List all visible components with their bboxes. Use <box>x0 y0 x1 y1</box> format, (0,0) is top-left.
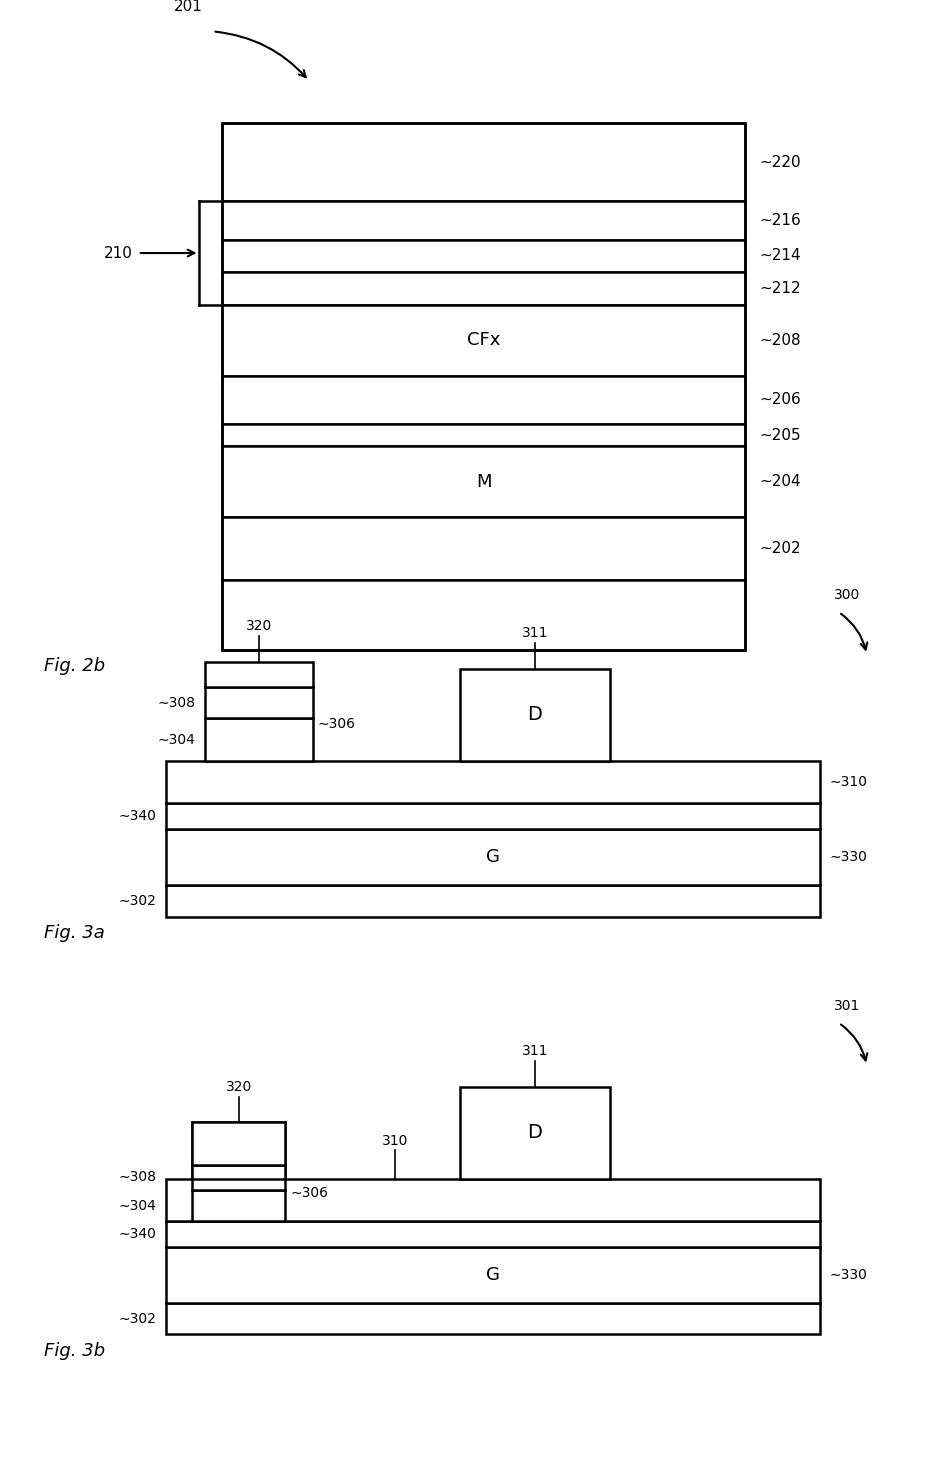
Bar <box>222 580 745 651</box>
Bar <box>166 1247 820 1303</box>
Bar <box>460 1086 610 1179</box>
Bar <box>222 517 745 580</box>
Bar <box>166 803 820 830</box>
Bar <box>205 661 313 688</box>
Text: ∼302: ∼302 <box>118 894 156 908</box>
Text: Fig. 3b: Fig. 3b <box>45 1342 105 1359</box>
Text: 320: 320 <box>246 620 272 633</box>
Bar <box>222 272 745 304</box>
Text: ∼310: ∼310 <box>829 775 866 790</box>
Text: ∼206: ∼206 <box>759 393 801 407</box>
Text: D: D <box>527 1123 542 1142</box>
Text: ∼216: ∼216 <box>759 213 801 227</box>
Bar <box>166 1221 820 1247</box>
Text: ∼205: ∼205 <box>759 428 800 443</box>
Text: ∼304: ∼304 <box>118 1199 156 1213</box>
Text: ∼208: ∼208 <box>759 332 800 348</box>
Text: D: D <box>527 706 542 725</box>
Bar <box>205 688 313 719</box>
Bar <box>222 446 745 517</box>
Text: ∼330: ∼330 <box>829 1268 866 1283</box>
Bar <box>166 1179 820 1221</box>
Text: 311: 311 <box>521 626 548 641</box>
Text: ∼340: ∼340 <box>118 1227 156 1241</box>
Bar <box>191 1165 285 1179</box>
Text: ∼306: ∼306 <box>317 717 356 731</box>
Text: ∼220: ∼220 <box>759 155 800 170</box>
Text: ∼330: ∼330 <box>829 850 866 863</box>
Text: 311: 311 <box>521 1045 548 1058</box>
Bar <box>191 1190 285 1221</box>
Text: Fig. 2b: Fig. 2b <box>45 657 105 676</box>
Text: ∼306: ∼306 <box>290 1185 328 1200</box>
Bar <box>222 304 745 375</box>
Bar <box>222 201 745 239</box>
Bar <box>166 886 820 917</box>
Text: ∼302: ∼302 <box>118 1312 156 1325</box>
Bar <box>222 124 745 651</box>
Text: Fig. 3a: Fig. 3a <box>45 924 105 942</box>
Text: 310: 310 <box>381 1134 408 1147</box>
Text: ∼214: ∼214 <box>759 248 800 263</box>
Text: CFx: CFx <box>466 331 500 350</box>
Bar <box>166 1303 820 1334</box>
Text: G: G <box>485 849 500 866</box>
Text: G: G <box>485 1266 500 1284</box>
Bar <box>222 375 745 424</box>
Text: 320: 320 <box>226 1080 252 1094</box>
Bar <box>191 1122 285 1165</box>
Text: 201: 201 <box>174 0 203 15</box>
Text: ∼308: ∼308 <box>157 695 195 710</box>
Text: 210: 210 <box>104 245 133 261</box>
Bar <box>222 424 745 446</box>
Text: ∼340: ∼340 <box>118 809 156 824</box>
Text: M: M <box>476 472 491 492</box>
Text: ∼204: ∼204 <box>759 474 800 490</box>
Bar <box>166 760 820 803</box>
Text: ∼308: ∼308 <box>118 1170 156 1184</box>
Text: ∼202: ∼202 <box>759 540 800 556</box>
Text: 300: 300 <box>833 589 860 602</box>
Bar <box>191 1165 285 1190</box>
Text: ∼212: ∼212 <box>759 280 800 297</box>
Bar <box>191 1122 285 1165</box>
Text: ∼304: ∼304 <box>157 732 195 747</box>
Bar <box>205 719 313 760</box>
Text: 301: 301 <box>833 999 860 1013</box>
Bar <box>222 239 745 272</box>
Bar <box>460 669 610 760</box>
Bar <box>166 830 820 886</box>
Bar <box>222 124 745 201</box>
